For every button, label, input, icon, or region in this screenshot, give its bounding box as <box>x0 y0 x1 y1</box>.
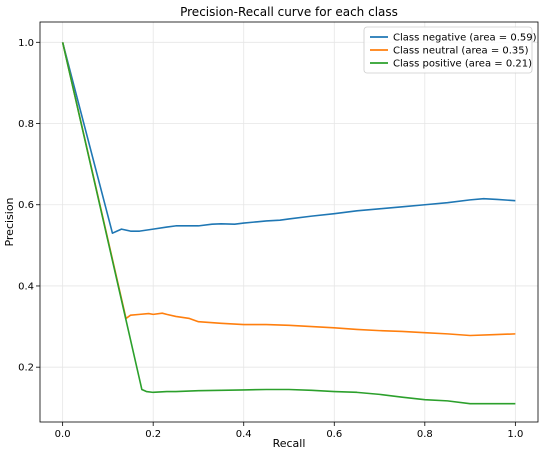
series-line-2 <box>61 42 516 337</box>
x-tick-label: 0.6 <box>326 429 342 440</box>
grid-layer <box>40 22 538 422</box>
y-tick-label: 1.0 <box>18 38 34 49</box>
legend-entry: Class positive (area = 0.21) <box>393 59 532 70</box>
x-tick-label: 0.2 <box>145 429 161 440</box>
series-line-3 <box>61 42 516 405</box>
series-layer <box>61 42 516 405</box>
series-line-1 <box>61 42 516 234</box>
x-axis-label: Recall <box>273 437 306 450</box>
legend-box <box>363 26 533 74</box>
axes-layer: 0.0 0.2 0.4 0.6 0.8 1.0 0.2 0.4 0.6 0.8 1.0 <box>18 21 539 440</box>
y-tick-label: 0.2 <box>18 363 34 374</box>
y-tick-label: 0.6 <box>18 200 34 211</box>
x-tick-label: 1.0 <box>507 429 523 440</box>
legend-entry: Class negative (area = 0.59) <box>393 33 537 44</box>
y-axis-label: Precision <box>3 197 16 246</box>
x-tick-label: 0.0 <box>55 429 71 440</box>
y-tick-label: 0.4 <box>18 281 34 292</box>
y-tick-label: 0.8 <box>18 119 34 130</box>
legend: Class negative (area = 0.59) Class neutra… <box>363 26 537 74</box>
x-tick-label: 0.4 <box>236 429 252 440</box>
legend-entry: Class neutral (area = 0.35) <box>393 46 529 57</box>
x-tick-label: 0.8 <box>417 429 433 440</box>
chart-title: Precision-Recall curve for each class <box>180 5 398 19</box>
plot-frame <box>39 21 539 423</box>
